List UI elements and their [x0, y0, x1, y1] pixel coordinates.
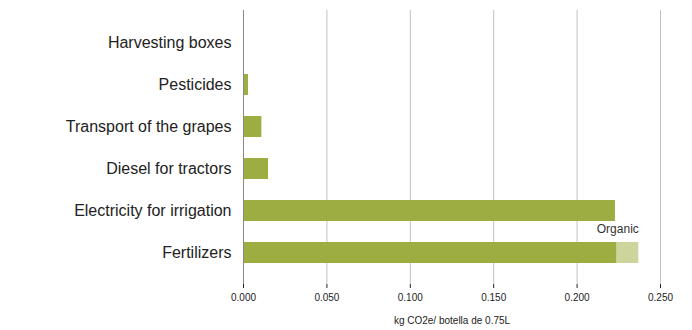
svg-text:Fertilizers: Fertilizers	[162, 244, 231, 261]
svg-text:kg CO2e/ botella de 0.75L: kg CO2e/ botella de 0.75L	[394, 315, 511, 326]
svg-text:Transport of the grapes: Transport of the grapes	[66, 118, 232, 135]
svg-text:0.150: 0.150	[481, 292, 506, 303]
svg-text:Electricity for irrigation: Electricity for irrigation	[74, 202, 231, 219]
svg-text:Diesel for tractors: Diesel for tractors	[106, 160, 231, 177]
svg-text:Organic: Organic	[597, 222, 639, 236]
svg-text:0.000: 0.000	[231, 292, 256, 303]
svg-text:0.250: 0.250	[648, 292, 673, 303]
svg-text:Harvesting boxes: Harvesting boxes	[108, 34, 232, 51]
svg-text:0.100: 0.100	[398, 292, 423, 303]
svg-text:Pesticides: Pesticides	[159, 76, 232, 93]
svg-text:0.200: 0.200	[565, 292, 590, 303]
svg-text:0.050: 0.050	[314, 292, 339, 303]
